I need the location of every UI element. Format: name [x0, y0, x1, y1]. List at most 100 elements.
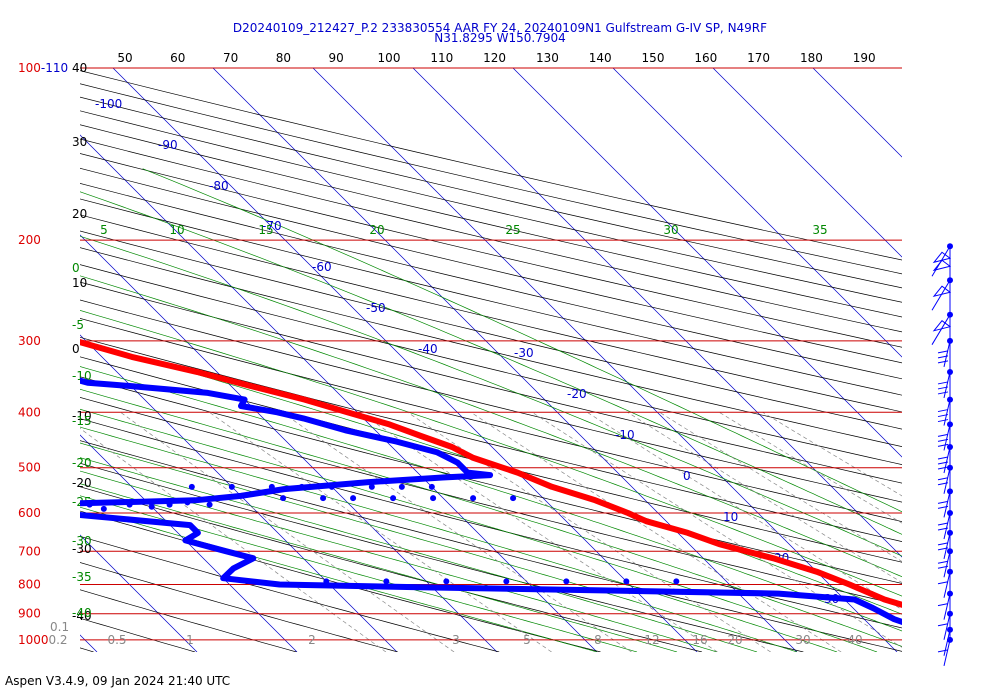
- wind-barb-feather: [937, 466, 949, 470]
- theta-top-tick-label: 150: [642, 51, 665, 65]
- theta-top-tick-label: 130: [536, 51, 559, 65]
- isotherm-line: [80, 134, 598, 652]
- mixing-ratio-line: [587, 412, 902, 610]
- dewpoint-point: [563, 578, 570, 585]
- mixing-ratio-line: [719, 412, 902, 524]
- mixing-ratio-line: [80, 427, 387, 652]
- mixing-ratio-label: 5: [523, 633, 531, 647]
- moist-adiabat-line: [80, 457, 758, 652]
- dry-adiabat-line: [80, 153, 902, 348]
- dry-adiabat-line: [80, 281, 902, 484]
- pressure-tick-label: 600: [18, 506, 41, 520]
- wind-barb-staff: [943, 399, 951, 426]
- theta-top-tick-label: 120: [483, 51, 506, 65]
- mixing-ratio-line: [407, 412, 771, 652]
- mixing-ratio-line: [281, 412, 632, 652]
- dry-adiabat-line: [80, 336, 902, 542]
- isotherm-line: [812, 68, 902, 158]
- wind-barb: [937, 639, 951, 666]
- isotherm-line: [712, 68, 902, 258]
- wind-barb: [937, 371, 951, 399]
- wind-barb: [937, 593, 951, 620]
- dry-adiabat-line: [80, 198, 902, 396]
- wind-barb: [937, 551, 951, 578]
- dewpoint-point: [280, 495, 287, 502]
- left-temp-tick-label: 10: [72, 276, 87, 290]
- dry-adiabat-line: [80, 376, 902, 584]
- dewpoint-point: [323, 578, 330, 585]
- moist-adiabat-line: [80, 408, 878, 652]
- wind-barb-staff: [943, 512, 951, 540]
- left-temp-tick-label: -10: [72, 409, 92, 423]
- moist-adiabat-line: [80, 470, 718, 652]
- thetae-label: 35: [812, 223, 827, 237]
- wind-barb-feather: [937, 482, 949, 486]
- moist-adiabat-line: [80, 309, 902, 597]
- wind-barb-feather: [937, 623, 949, 627]
- wind-barb-feather: [937, 649, 949, 653]
- dewpoint-point: [428, 483, 435, 490]
- wind-barb-staff: [943, 532, 951, 560]
- wind-barb-staff: [931, 314, 951, 345]
- moist-adiabat-line: [80, 483, 678, 652]
- pressure-tick-label: 200: [18, 233, 41, 247]
- isotherm-line: [412, 68, 902, 558]
- wind-barb-staff: [943, 467, 951, 494]
- dry-adiabat-line: [80, 440, 902, 652]
- mixing-ratio-line: [659, 412, 902, 562]
- chart-subtitle: N31.8295 W150.7904: [434, 31, 566, 45]
- dry-adiabat-line: [80, 138, 902, 333]
- wind-barb-staff: [943, 446, 951, 474]
- dry-adiabat-line: [80, 124, 902, 318]
- wind-barb: [931, 314, 952, 345]
- wind-barb-layer: [931, 243, 953, 666]
- isotherm-label: -30: [514, 346, 534, 360]
- mixing-ratio-line: [359, 412, 718, 652]
- moist-adiabat-line: [80, 506, 598, 652]
- wind-barb-feather: [937, 527, 949, 531]
- dewpoint-point: [166, 501, 173, 508]
- dewpoint-point: [673, 578, 680, 585]
- wind-barb-feather: [937, 350, 949, 354]
- left-temp-tick-label: 30: [72, 135, 87, 149]
- mixing-ratio-label: 3: [452, 633, 460, 647]
- dewpoint-point: [510, 495, 517, 502]
- mixing-ratio-label: 0.5: [107, 633, 126, 647]
- dry-adiabat-line: [80, 247, 902, 447]
- isotherm-label: -80: [209, 179, 229, 193]
- wind-barb: [937, 512, 951, 540]
- isobar-layer: [80, 67, 902, 641]
- wind-barb-staff: [943, 571, 951, 598]
- theta-top-tick-label: 180: [800, 51, 823, 65]
- theta-top-tick-label: 80: [276, 51, 291, 65]
- isotherm-label: -60: [312, 260, 332, 274]
- mixing-ratio-label: 12: [644, 633, 659, 647]
- wind-barb: [937, 467, 951, 494]
- wind-barb-staff: [943, 593, 951, 620]
- wind-barb-feather: [937, 443, 949, 447]
- left-temp-tick-label: -20: [72, 476, 92, 490]
- isotherm-label: 10: [723, 510, 738, 524]
- isotherm-line: [612, 68, 902, 358]
- dry-adiabat-line: [80, 510, 601, 652]
- wind-barb-feather: [937, 542, 949, 546]
- isotherm-label: -90: [158, 138, 178, 152]
- dewpoint-point: [623, 578, 630, 585]
- dewpoint-point: [368, 483, 375, 490]
- wind-barb-feather: [937, 547, 949, 551]
- wind-barb-feather: [937, 461, 949, 465]
- data-layer: [80, 338, 902, 626]
- wind-barb-feather: [937, 522, 949, 526]
- wind-barb-feather: [937, 386, 949, 390]
- pressure-tick-label: 300: [18, 334, 41, 348]
- isotherm-label: -50: [366, 301, 386, 315]
- theta-top-tick-label: 90: [329, 51, 344, 65]
- pressure-tick-label: 800: [18, 577, 41, 591]
- dewpoint-point: [503, 578, 510, 585]
- wind-barb-feather: [937, 438, 949, 442]
- wind-barb-staff: [943, 424, 951, 451]
- dewpoint-point: [86, 501, 93, 508]
- chart-title: D20240109_212427_P.2 233830554 AAR FY 24…: [233, 21, 767, 35]
